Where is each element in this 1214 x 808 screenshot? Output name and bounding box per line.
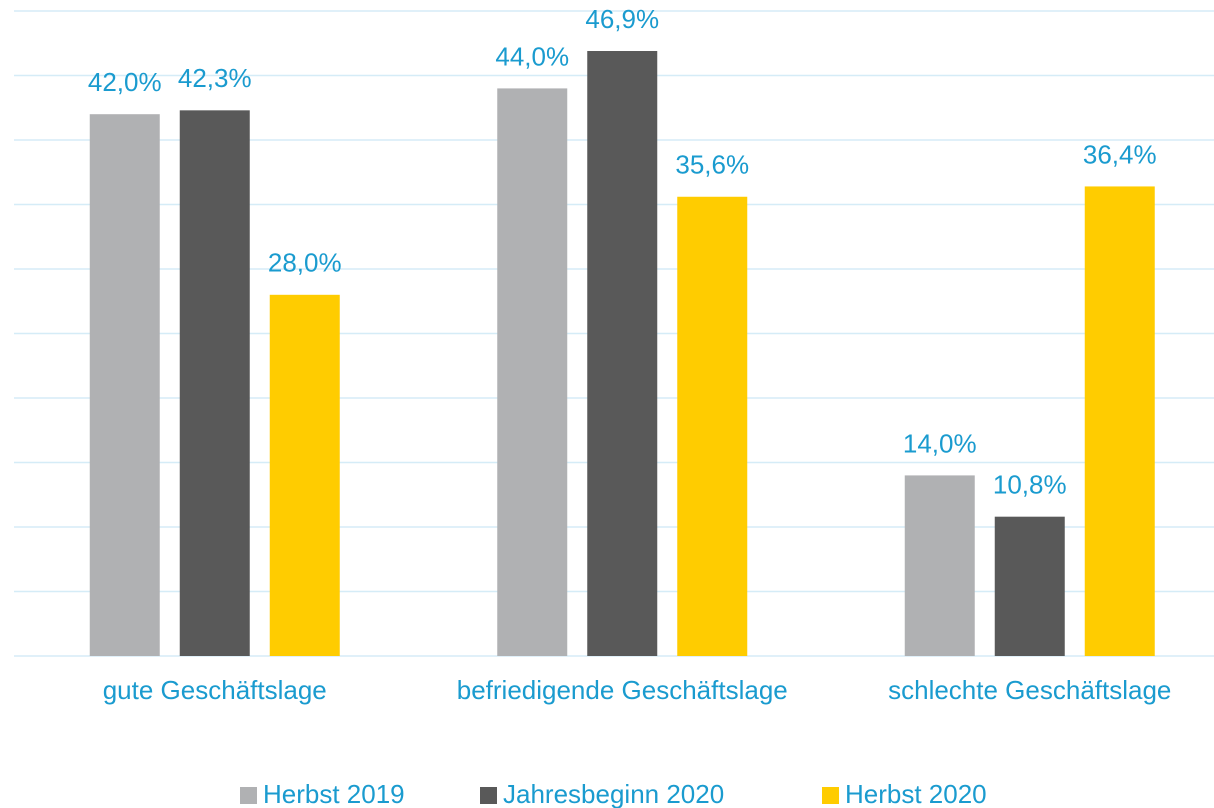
data-label: 36,4% xyxy=(1083,139,1157,169)
x-tick-label: gute Geschäftslage xyxy=(103,675,327,705)
bar xyxy=(587,50,658,657)
data-label: 42,3% xyxy=(178,63,252,93)
data-label: 10,8% xyxy=(993,470,1067,500)
legend-label: Herbst 2019 xyxy=(263,779,405,808)
bar xyxy=(904,475,975,656)
bar xyxy=(269,294,340,656)
bar xyxy=(497,88,568,656)
data-label: 35,6% xyxy=(675,150,749,180)
legend-swatch xyxy=(480,787,497,804)
bar xyxy=(994,516,1065,656)
data-label: 46,9% xyxy=(585,4,659,34)
x-tick-label: schlechte Geschäftslage xyxy=(888,675,1171,705)
data-label: 28,0% xyxy=(268,248,342,278)
legend-label: Jahresbeginn 2020 xyxy=(503,779,724,808)
legend-swatch xyxy=(240,787,257,804)
bar xyxy=(1084,186,1155,656)
x-tick-label: befriedigende Geschäftslage xyxy=(457,675,788,705)
legend-label: Herbst 2020 xyxy=(845,779,987,808)
legend-swatch xyxy=(822,787,839,804)
data-label: 14,0% xyxy=(903,428,977,458)
data-label: 44,0% xyxy=(495,41,569,71)
data-label: 42,0% xyxy=(88,67,162,97)
bar xyxy=(677,196,748,656)
bar xyxy=(89,114,160,656)
bar xyxy=(179,110,250,656)
